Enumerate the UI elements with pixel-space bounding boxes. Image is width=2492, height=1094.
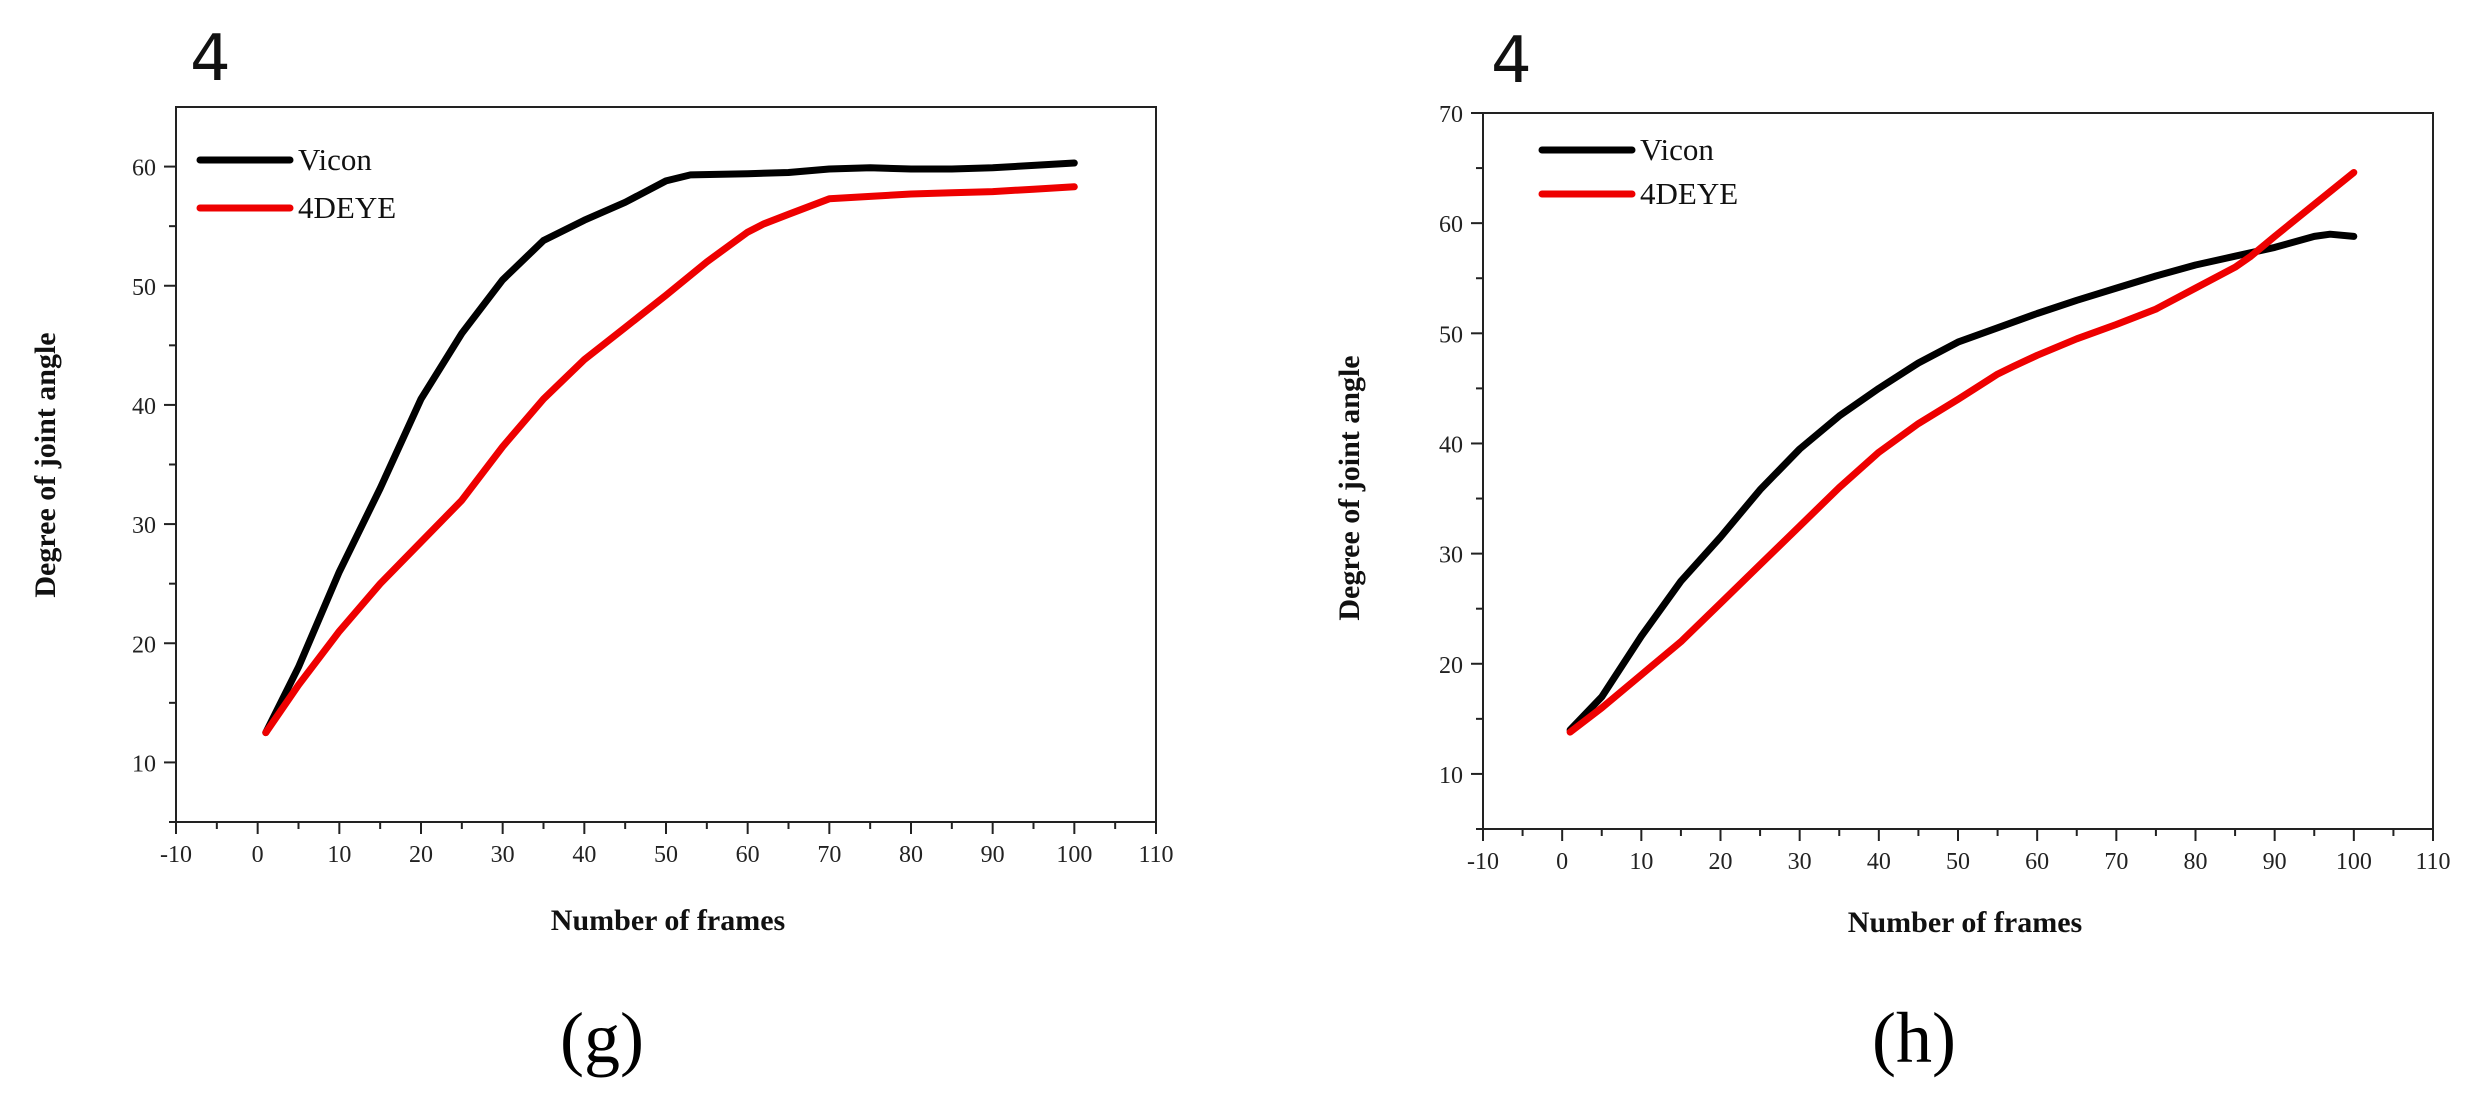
y-tick-label: 10 [1439,763,1463,789]
legend-label-4deye: 4DEYE [298,190,396,225]
x-tick-label: 50 [1946,849,1970,875]
x-tick-label: 30 [1788,849,1812,875]
y-tick-label: 70 [1439,102,1463,128]
chart-panel-h: 4 -10 0 10 20 30 40 50 60 70 80 90 100 110 10 20 30 40 50… [1246,0,2492,1094]
legend-label-vicon: Vicon [298,142,372,177]
plot-frame [175,106,1157,823]
series-line-4deye [1566,169,2358,736]
x-tick-label: 20 [1709,849,1733,875]
series-line-vicon [262,159,1078,737]
x-axis-title: Number of frames [1848,906,2082,939]
x-tick-label: 110 [2415,849,2450,875]
y-tick-label: 30 [132,513,156,539]
y-tick-label: 20 [132,632,156,658]
x-tick-label: -10 [160,842,192,868]
y-axis-title: Degree of joint angle [1333,355,1366,620]
legend-label-vicon: Vicon [1640,132,1714,167]
y-tick-label: 60 [132,156,156,182]
x-tick-label: 90 [981,842,1005,868]
series-line-vicon [1566,230,2358,734]
y-tick-label: 40 [1439,432,1463,458]
series-line-4deye [262,183,1078,737]
x-tick-label: 40 [1867,849,1891,875]
y-tick-label: 30 [1439,543,1463,569]
x-tick-label: -10 [1467,849,1499,875]
chart-panel-g: 4 -10 0 10 20 30 40 50 60 70 80 90 100 110 10 20 30 40 50… [29,22,1174,1078]
y-tick-label: 60 [1439,212,1463,238]
y-tick-label: 40 [132,394,156,420]
x-tick-label: 70 [2104,849,2128,875]
x-tick-label: 50 [654,842,678,868]
x-tick-label: 40 [572,842,596,868]
y-tick-label: 20 [1439,653,1463,679]
x-axis-title: Number of frames [551,904,785,937]
x-tick-label: 20 [409,842,433,868]
x-tick-label: 60 [736,842,760,868]
chart-g: 4 -10 0 10 20 30 40 50 60 70 80 90 100 110 10 20 30 40 50… [29,22,1174,1078]
y-tick-label: 10 [132,751,156,777]
corner-label: 4 [1491,24,1532,98]
x-tick-label: 90 [2263,849,2287,875]
x-tick-label: 10 [1629,849,1653,875]
x-tick-label: 70 [817,842,841,868]
y-axis-title: Degree of joint angle [29,332,62,597]
x-tick-label: 100 [1056,842,1092,868]
y-tick-label: 50 [132,275,156,301]
x-tick-label: 80 [899,842,923,868]
plot-frame [1482,112,2434,830]
x-tick-label: 110 [1138,842,1173,868]
panel-caption: (g) [560,998,644,1078]
x-tick-label: 0 [252,842,264,868]
chart-h: 4 -10 0 10 20 30 40 50 60 70 80 90 100 110 10 20 30 40 50… [1333,24,2451,1078]
x-tick-label: 80 [2184,849,2208,875]
panel-caption: (h) [1872,998,1956,1078]
x-tick-label: 100 [2336,849,2372,875]
corner-label: 4 [190,22,231,96]
x-tick-label: 0 [1556,849,1568,875]
x-tick-label: 30 [491,842,515,868]
y-tick-label: 50 [1439,322,1463,348]
x-tick-label: 60 [2025,849,2049,875]
x-tick-label: 10 [327,842,351,868]
legend-label-4deye: 4DEYE [1640,176,1738,211]
